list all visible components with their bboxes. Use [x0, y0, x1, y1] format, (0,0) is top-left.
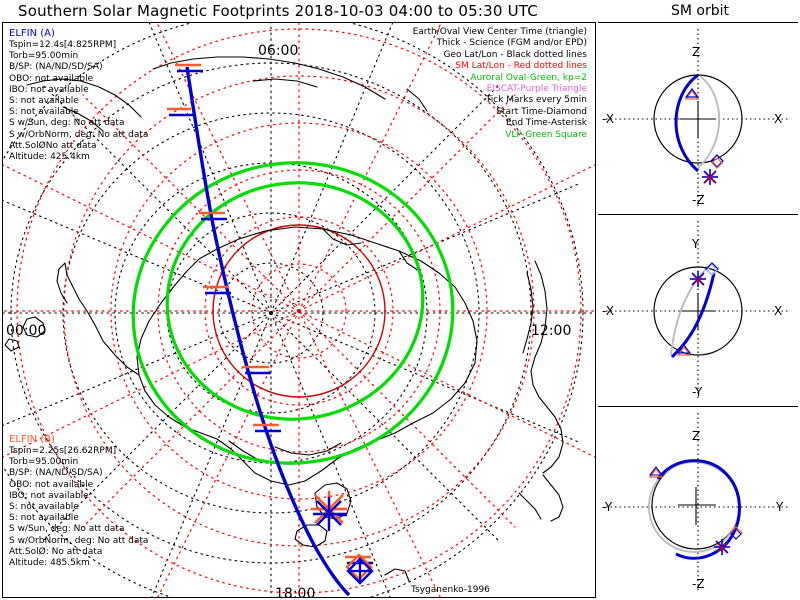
- marker-asterisk: [702, 169, 718, 185]
- elfin-a-altitude: Altitude: 425.4km: [9, 152, 90, 163]
- sm-orbit-view-xz[interactable]: Z -Z -X X: [598, 22, 798, 214]
- axis-label-right-2: X: [774, 304, 783, 318]
- geo-lat-lon-grid: [3, 23, 595, 597]
- elfin-a-attsol: Att.SolØNo att data: [9, 140, 97, 151]
- elfin-b-name: ELFIN (B): [9, 434, 55, 445]
- elfin-a-info-block: ELFIN (A) Tspin=12.4s[4.825RPM] Torb=95.…: [9, 27, 148, 163]
- axis-label-left-1: -X: [602, 112, 614, 126]
- start-time-diamond-marker: [345, 553, 374, 585]
- elfin-a-sun-angle: S w/Sun, deg: No att data: [9, 118, 125, 129]
- axis-label-up-3: Z: [692, 429, 701, 443]
- axis-label-up-1: Z: [692, 45, 701, 59]
- elfin-b-obo: OBO: not available: [9, 479, 94, 490]
- elfin-a-orbnorm: S w/OrbNorm, deg: No att data: [9, 129, 149, 140]
- axis-label-down-1: -Z: [692, 193, 705, 207]
- elfin-b-torb: Torb=95.00min: [9, 457, 79, 468]
- axis-label-right-3: Y: [776, 500, 784, 514]
- marker-triangle: [676, 344, 692, 356]
- axis-label-left-3: -Y: [602, 500, 613, 514]
- sm-orbit-view-yz[interactable]: Z -Z -Y Y: [598, 406, 798, 598]
- mlt-label-0600: 06:00: [258, 43, 299, 59]
- mlt-label-1200: 12:00: [531, 323, 572, 339]
- elfin-a-s1: S: not available: [9, 96, 79, 107]
- elfin-b-altitude: Altitude: 485.5km: [9, 558, 90, 569]
- model-name: Tsyganenko-1996: [411, 585, 490, 595]
- end-time-asterisk-marker: [311, 491, 347, 531]
- legend-item-vlf: VLF-Green Square: [505, 129, 587, 140]
- mlt-label-0000: 00:00: [6, 323, 47, 339]
- legend-item-auroral-oval: Auroral Oval-Green, kp=2: [470, 72, 587, 83]
- axis-label-left-2: -X: [602, 304, 614, 318]
- sm-inner-circle: [212, 224, 386, 398]
- legend-item-sm-grid: SM Lat/Lon - Red dotted lines: [455, 61, 587, 72]
- marker-asterisk-red: [692, 274, 704, 286]
- elfin-a-torb: Torb=95.00min: [9, 51, 79, 62]
- elfin-b-info-block: ELFIN (B) Tspin=2.25s[26.62RPM] Torb=95.…: [9, 433, 148, 569]
- elfin-a-obo: OBO: not available: [9, 73, 94, 84]
- marker-asterisk-red: [704, 172, 716, 184]
- legend-item-thick-science: Thick - Science (FGM and/or EPD): [436, 38, 587, 49]
- elfin-a-bsp: B/SP: (NA/ND/SD/SA): [9, 62, 103, 73]
- mlt-label-1800: 18:00: [275, 586, 316, 598]
- legend-item-tick-marks: Tick Marks every 5min: [485, 95, 587, 106]
- sm-orbit-panel: Z -Z -X X: [598, 22, 798, 598]
- coastline-outlines: [4, 56, 564, 582]
- orbit-ground-track: [185, 66, 351, 597]
- legend-item-eiscat: EISCAT-Purple Triangle: [486, 84, 587, 95]
- polar-map-svg: [3, 23, 595, 597]
- axis-label-down-2: -Y: [692, 385, 703, 399]
- legend-item-end-time: End Time-Asterisk: [505, 118, 587, 129]
- axis-label-down-3: -Z: [692, 577, 705, 591]
- marker-triangle: [648, 466, 664, 478]
- elfin-b-ibo: IBO: not available: [9, 490, 89, 501]
- axis-label-right-1: X: [774, 112, 783, 126]
- legend-item-geo-grid: Geo Lat/Lon - Black dotted lines: [443, 49, 587, 60]
- elfin-b-tspin: Tspin=2.25s[26.62RPM]: [9, 446, 117, 456]
- elfin-b-attsol: Att.SolØ: No att data: [9, 546, 103, 557]
- auroral-oval: [131, 161, 455, 465]
- marker-diamond: [729, 526, 743, 540]
- elfin-b-s2: S: not available: [9, 513, 79, 524]
- sm-orbit-panel-title: SM orbit: [670, 3, 729, 19]
- marker-asterisk: [714, 539, 730, 555]
- marker-asterisk-red: [716, 542, 728, 554]
- credits-block: Tsyganenko-1996 Created: Sun Jan 29 09:0…: [411, 585, 570, 598]
- marker-asterisk: [690, 271, 706, 287]
- sm-lat-lon-grid: [3, 23, 595, 597]
- elfin-b-s1: S: not available: [9, 502, 79, 513]
- legend-item-start-time: Start Time-Diamond: [496, 106, 587, 117]
- map-legend: Earth/Oval View Center Time (triangle) T…: [413, 27, 587, 141]
- elfin-a-ibo: IBO: not available: [9, 84, 89, 95]
- page-title: Southern Solar Magnetic Footprints 2018-…: [18, 2, 538, 20]
- legend-item-center-time: Earth/Oval View Center Time (triangle): [412, 27, 587, 37]
- created-time: Created: Sun Jan 29 09:09:36 2023: [411, 597, 570, 598]
- southern-footprint-map[interactable]: ELFIN (A) Tspin=12.4s[4.825RPM] Torb=95.…: [2, 22, 596, 598]
- marker-triangle: [684, 90, 700, 100]
- elfin-b-orbnorm: S w/OrbNorm, deg: No att data: [9, 535, 149, 546]
- elfin-a-tspin: Tspin=12.4s[4.825RPM]: [9, 40, 117, 50]
- elfin-b-bsp: B/SP: (NA/ND/SD/SA): [9, 468, 103, 479]
- title-bar: Southern Solar Magnetic Footprints 2018-…: [0, 0, 800, 22]
- elfin-a-s2: S: not available: [9, 107, 79, 118]
- marker-diamond: [705, 262, 719, 276]
- elfin-b-sun-angle: S w/Sun, deg: No att data: [9, 524, 125, 535]
- elfin-a-name: ELFIN (A): [9, 28, 55, 39]
- axis-label-up-2: Y: [692, 237, 700, 251]
- marker-diamond: [710, 154, 724, 169]
- sm-orbit-view-xy[interactable]: Y -Y -X X: [598, 214, 798, 406]
